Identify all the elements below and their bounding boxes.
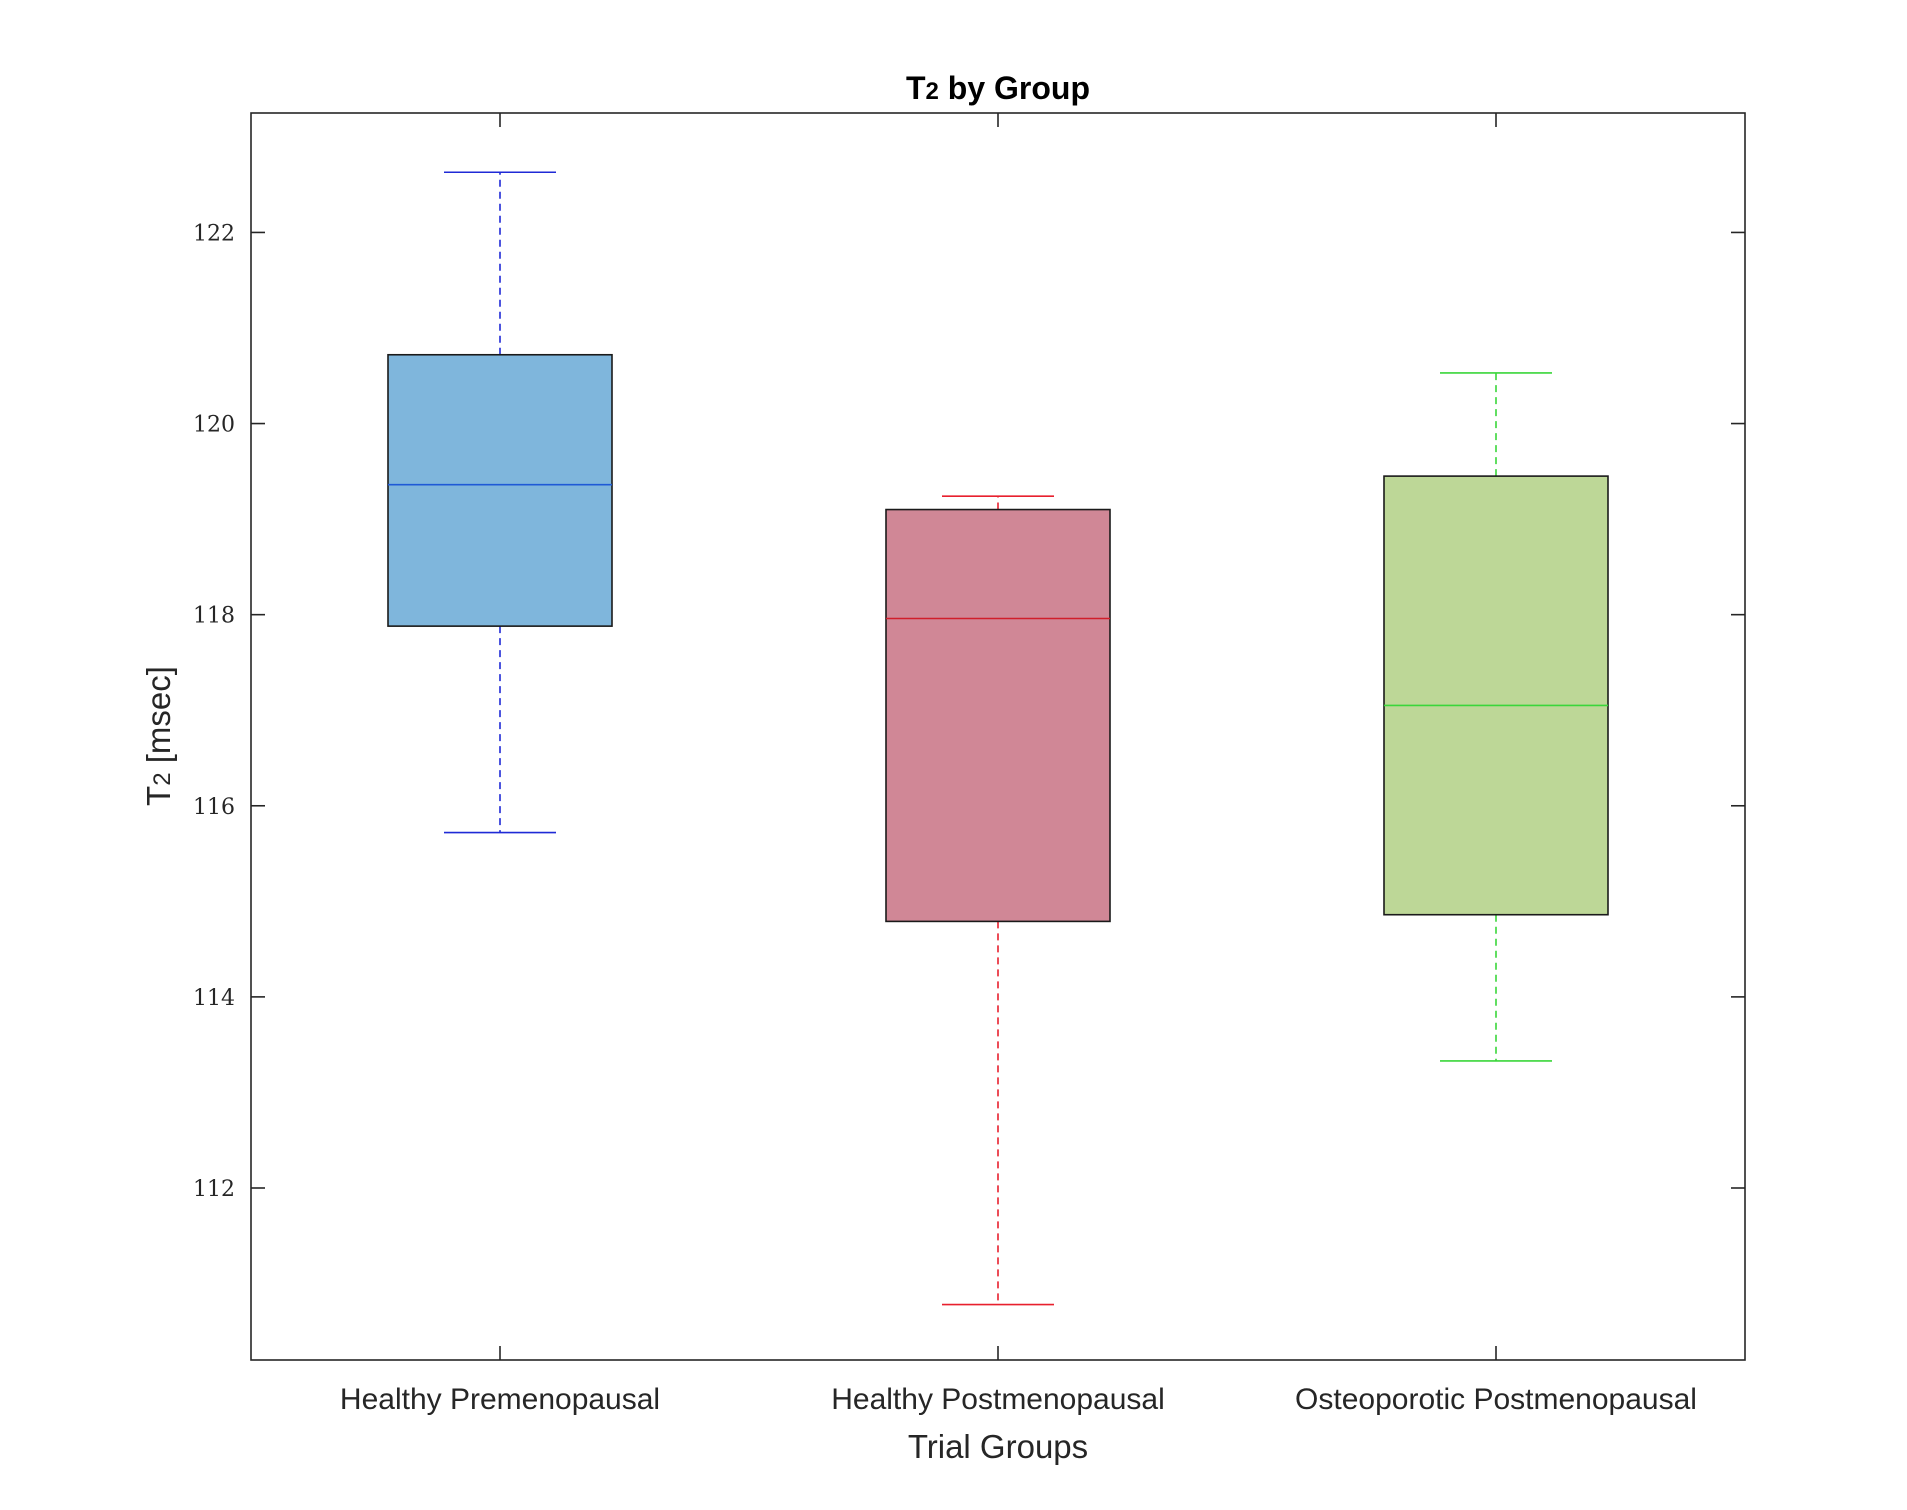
axis-ticks: 112 114 116 118 120 122 Healthy Premenopausal H…	[193, 113, 1745, 1416]
iqr-box	[1383, 475, 1609, 916]
y-axis-label: T2 [msec]	[140, 666, 177, 806]
y-tick-label: 120	[193, 413, 235, 438]
y-tick-label: 118	[193, 604, 235, 629]
x-tick-label: Healthy Premenopausal	[340, 1383, 660, 1416]
y-axis-label-subscript: 2	[149, 772, 176, 785]
x-tick-label: Osteoporotic Postmenopausal	[1295, 1383, 1697, 1416]
iqr-box	[387, 353, 613, 627]
x-tick-label: Healthy Postmenopausal	[831, 1383, 1165, 1416]
y-tick-label: 114	[193, 986, 235, 1011]
box-group-3	[1383, 372, 1609, 1062]
x-axis-label: Trial Groups	[908, 1428, 1088, 1465]
chart-title-rest: by Group	[939, 70, 1090, 106]
iqr-box	[885, 508, 1111, 923]
y-axis-label-rest: [msec]	[140, 666, 177, 772]
box-group-2	[885, 495, 1111, 1306]
plot-area	[387, 171, 1609, 1306]
y-tick-label: 116	[193, 795, 235, 820]
y-axis-label-main: T	[140, 786, 177, 806]
y-tick-label: 112	[193, 1177, 235, 1202]
chart-title-subscript: 2	[926, 78, 939, 105]
y-tick-label: 122	[193, 221, 235, 246]
chart-title-main: T	[906, 70, 926, 106]
chart-title: T2 by Group	[906, 70, 1090, 106]
box-group-1	[387, 171, 613, 834]
